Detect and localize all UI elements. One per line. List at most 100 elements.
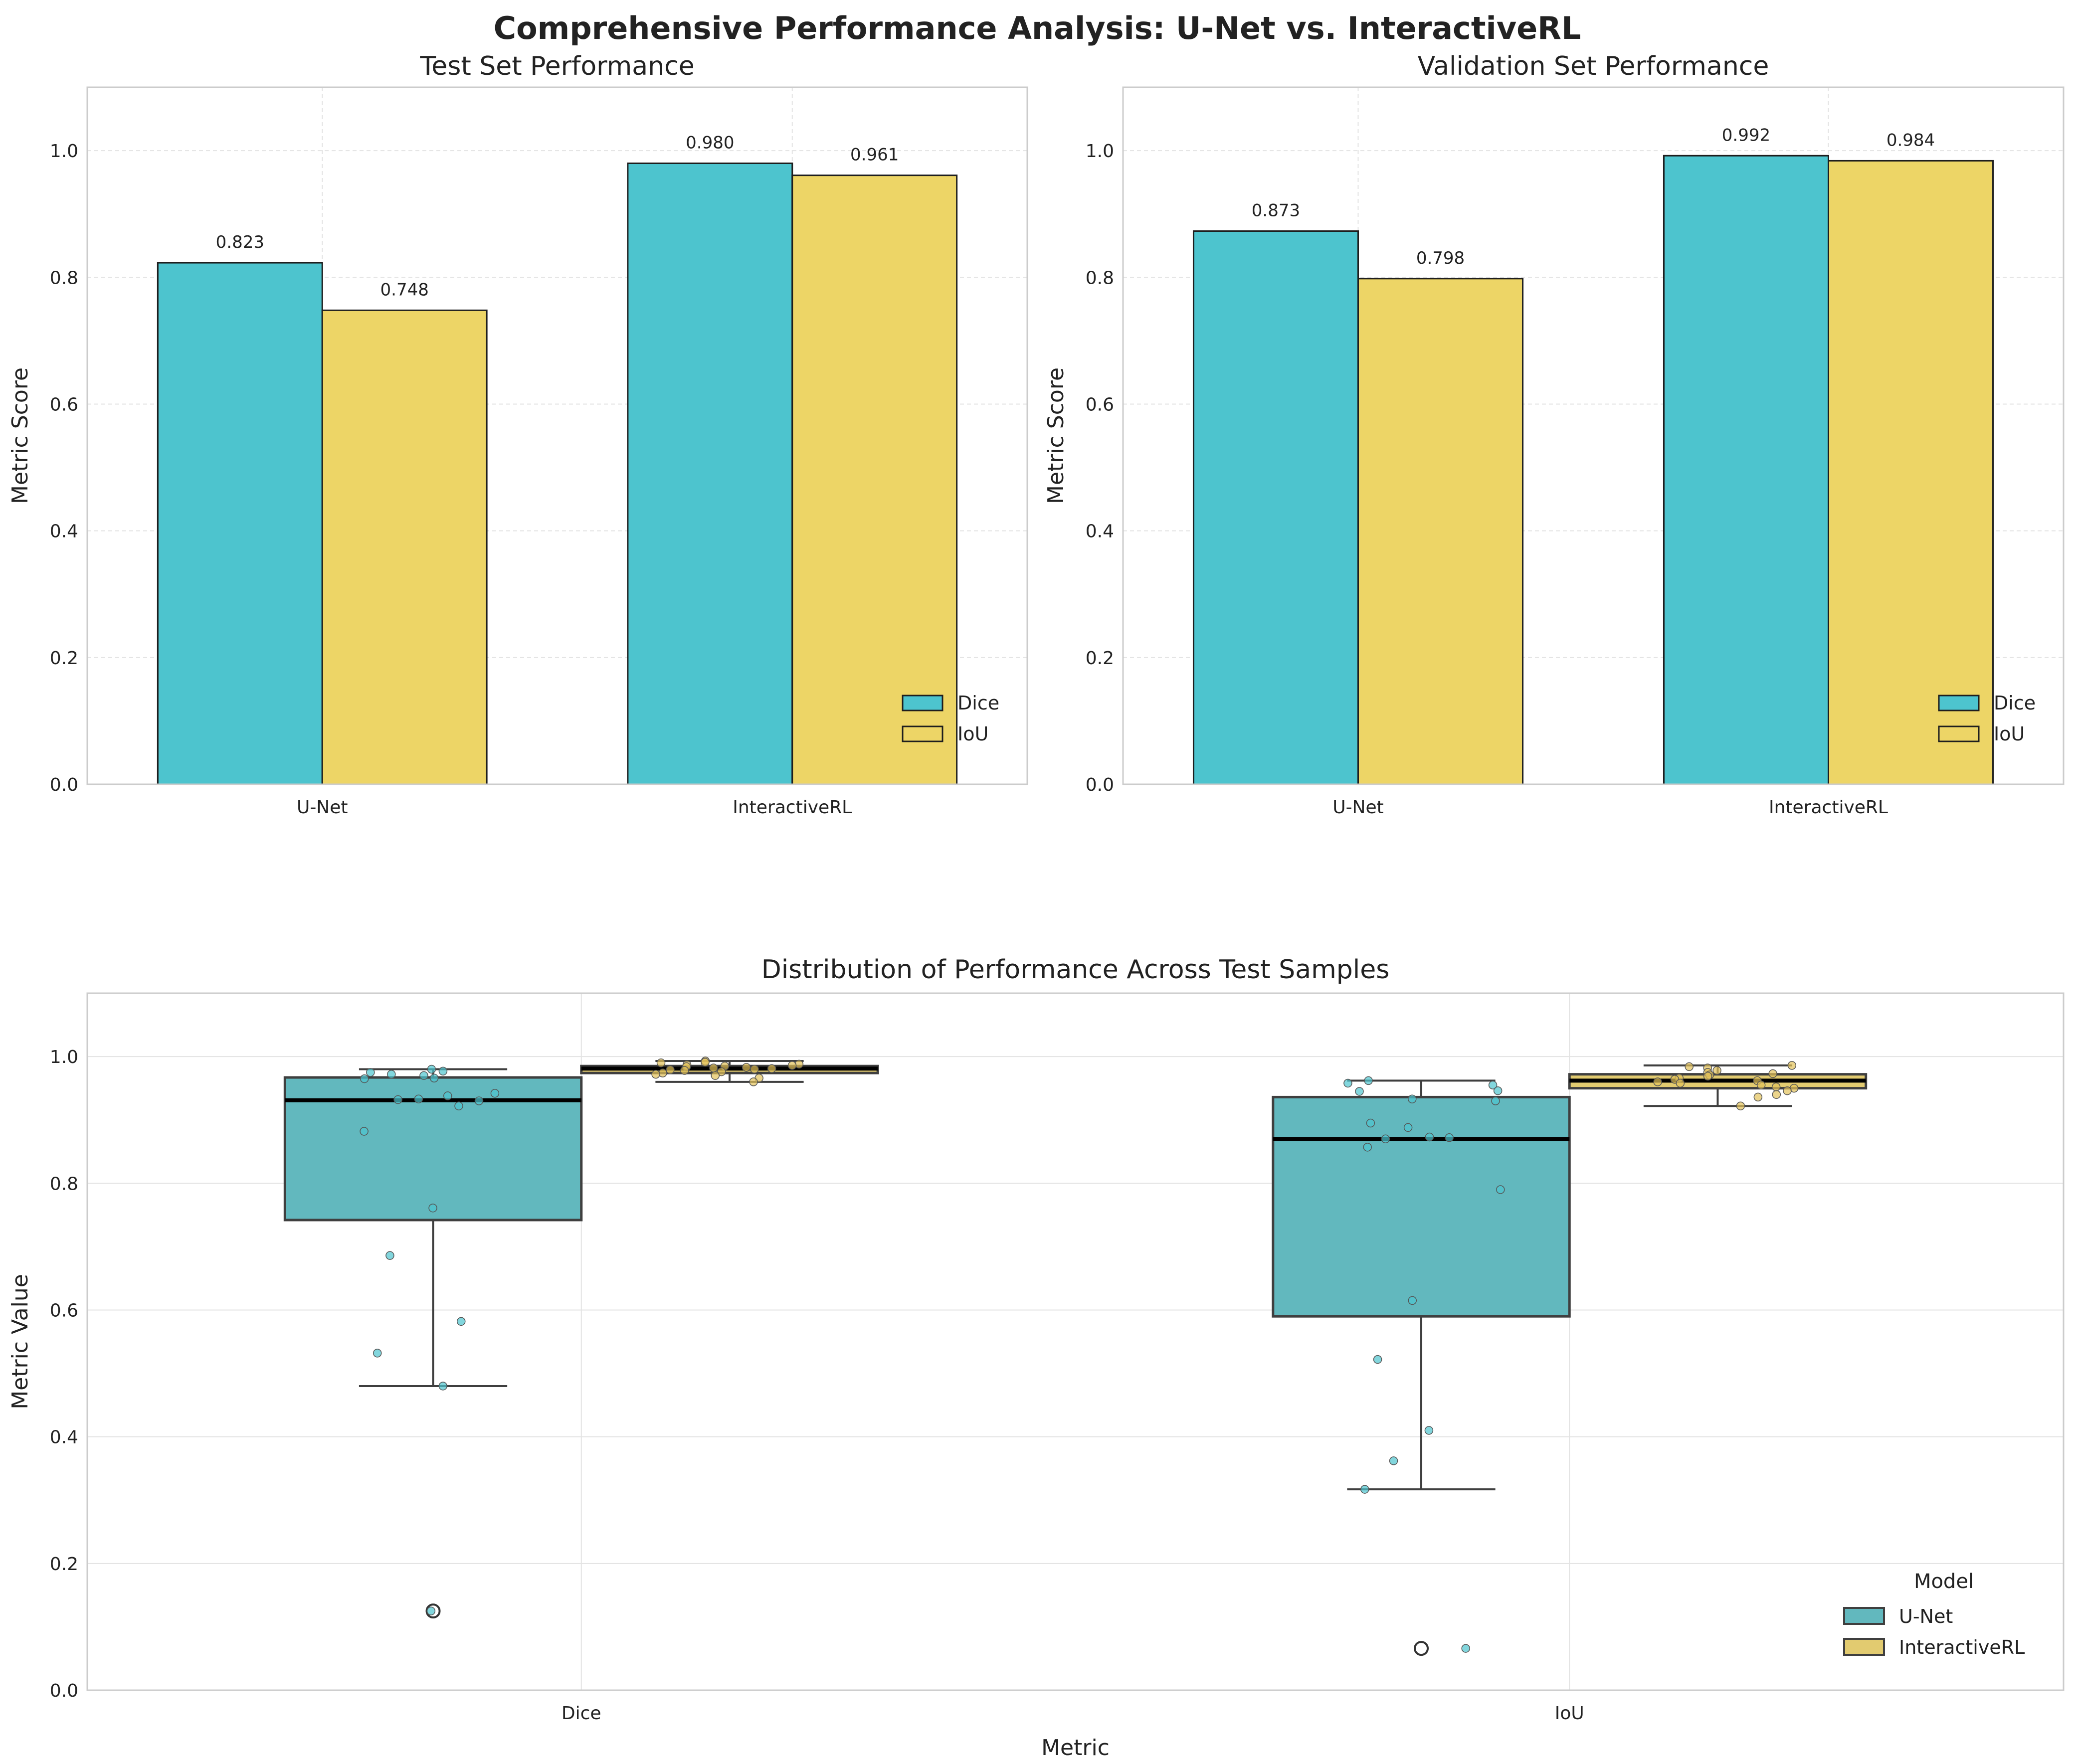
- box-u-net-iou: [1272, 1095, 1571, 1318]
- legend-label: InteractiveRL: [1899, 1636, 2025, 1658]
- x-tick-label: U-Net: [297, 797, 348, 818]
- x-tick-label: U-Net: [1332, 797, 1384, 818]
- legend-swatch-iou: [902, 725, 943, 742]
- bar-iou-interactiverl: [791, 175, 958, 785]
- sample-point-interactiverl-iou: [1712, 1066, 1721, 1075]
- sample-point-interactiverl-iou: [1771, 1082, 1781, 1091]
- sample-point-u-net-iou: [1496, 1185, 1505, 1194]
- figure-suptitle: Comprehensive Performance Analysis: U-Ne…: [494, 10, 1581, 46]
- bar-value-label: 0.798: [1416, 248, 1465, 268]
- x-tick-label: InteractiveRL: [733, 797, 852, 818]
- sample-point-interactiverl-dice: [651, 1069, 660, 1079]
- sample-point-interactiverl-iou: [1756, 1080, 1766, 1090]
- chart-test-set-performance: 0.0 0.2 0.4 0.6 0.8 1.0 0.823 0.980 0.748 0.961 U-…: [7, 51, 1028, 818]
- y-tick-label: 0.0: [50, 775, 78, 795]
- sample-point-u-net-dice: [427, 1064, 436, 1074]
- sample-point-u-net-iou: [1408, 1296, 1417, 1305]
- bar-value-label: 0.992: [1722, 125, 1770, 145]
- sample-point-interactiverl-dice: [767, 1064, 776, 1073]
- y-tick-label: 0.2: [50, 648, 78, 669]
- sample-point-interactiverl-dice: [709, 1063, 718, 1072]
- y-axis-label: Metric Value: [7, 1274, 33, 1410]
- bar-iou-u-net: [321, 309, 488, 785]
- sample-point-u-net-dice: [438, 1382, 448, 1391]
- chart-title: Distribution of Performance Across Test …: [761, 955, 1390, 985]
- sample-point-interactiverl-iou: [1736, 1101, 1745, 1110]
- x-tick-label: IoU: [1555, 1703, 1584, 1724]
- bar-value-label: 0.873: [1252, 200, 1300, 220]
- sample-point-interactiverl-dice: [717, 1067, 726, 1076]
- x-tick-label: InteractiveRL: [1769, 797, 1888, 818]
- x-axis-label: Metric: [1041, 1735, 1110, 1761]
- sample-point-u-net-iou: [1488, 1080, 1498, 1090]
- chart-title: Validation Set Performance: [1418, 51, 1769, 81]
- legend-label: Dice: [957, 692, 999, 714]
- y-tick-label: 0.4: [50, 1427, 78, 1448]
- axes-frame: [86, 86, 1028, 785]
- y-tick-label: 1.0: [50, 1047, 78, 1067]
- legend-swatch-iou: [1938, 725, 1980, 742]
- sample-point-u-net-dice: [456, 1317, 466, 1326]
- y-tick-label: 1.0: [1086, 141, 1114, 162]
- sample-point-interactiverl-iou: [1676, 1078, 1685, 1088]
- sample-point-u-net-dice: [443, 1091, 452, 1100]
- chart-title: Test Set Performance: [419, 51, 694, 81]
- y-tick-label: 0.2: [1086, 648, 1114, 669]
- bar-dice-u-net: [1192, 230, 1359, 785]
- sample-point-u-net-iou: [1408, 1094, 1417, 1103]
- bar-value-label: 0.823: [216, 232, 264, 252]
- axes-frame: [1122, 86, 2065, 785]
- sample-point-u-net-iou: [1425, 1132, 1434, 1142]
- bar-value-label: 0.980: [686, 133, 734, 153]
- y-tick-label: 0.8: [50, 1174, 78, 1194]
- bar-iou-interactiverl: [1828, 160, 1994, 785]
- sample-point-u-net-iou: [1360, 1485, 1369, 1494]
- bar-value-label: 0.748: [380, 280, 429, 300]
- sample-point-u-net-dice: [474, 1096, 484, 1105]
- legend-label: U-Net: [1899, 1605, 1953, 1627]
- bar-dice-interactiverl: [627, 163, 793, 785]
- y-tick-label: 0.6: [50, 394, 78, 415]
- sample-point-u-net-iou: [1493, 1086, 1503, 1095]
- sample-point-interactiverl-dice: [750, 1064, 759, 1074]
- sample-point-u-net-iou: [1445, 1133, 1454, 1142]
- sample-point-u-net-dice: [414, 1094, 423, 1103]
- sample-point-u-net-iou: [1381, 1134, 1390, 1144]
- sample-point-interactiverl-iou: [1753, 1092, 1763, 1102]
- sample-point-interactiverl-dice: [701, 1058, 710, 1067]
- sample-point-interactiverl-dice: [742, 1062, 751, 1072]
- y-tick-label: 0.0: [1086, 775, 1114, 795]
- sample-point-u-net-dice: [385, 1251, 394, 1260]
- sample-point-interactiverl-iou: [1685, 1062, 1694, 1071]
- sample-point-u-net-dice: [373, 1349, 382, 1358]
- sample-point-interactiverl-dice: [656, 1058, 666, 1067]
- bar-iou-u-net: [1357, 278, 1524, 785]
- sample-point-u-net-iou: [1355, 1087, 1364, 1096]
- legend-label: IoU: [1994, 723, 2025, 745]
- sample-point-interactiverl-iou: [1783, 1086, 1792, 1095]
- y-tick-label: 0.6: [50, 1300, 78, 1321]
- sample-point-u-net-dice: [438, 1066, 448, 1076]
- sample-point-u-net-dice: [428, 1204, 437, 1213]
- legend-label: IoU: [957, 723, 988, 745]
- legend-swatch-dice: [1938, 695, 1980, 711]
- sample-point-u-net-iou: [1403, 1123, 1413, 1132]
- sample-point-u-net-iou: [1461, 1644, 1470, 1653]
- sample-point-u-net-iou: [1363, 1143, 1372, 1152]
- sample-point-u-net-dice: [426, 1606, 436, 1615]
- sample-point-u-net-iou: [1373, 1355, 1382, 1364]
- sample-point-interactiverl-dice: [787, 1061, 797, 1070]
- y-axis-label: Metric Score: [7, 367, 33, 504]
- legend-title: Model: [1914, 1570, 1974, 1593]
- sample-point-u-net-dice: [393, 1095, 402, 1104]
- sample-point-u-net-iou: [1389, 1456, 1398, 1465]
- outlier-u-net-dice: [425, 1603, 441, 1619]
- x-tick-label: Dice: [562, 1703, 601, 1724]
- sample-point-u-net-dice: [387, 1069, 396, 1079]
- sample-point-interactiverl-iou: [1772, 1090, 1781, 1099]
- bar-dice-interactiverl: [1663, 155, 1829, 785]
- sample-point-u-net-dice: [360, 1127, 369, 1136]
- y-tick-label: 0.2: [50, 1554, 78, 1575]
- sample-point-u-net-iou: [1491, 1096, 1500, 1105]
